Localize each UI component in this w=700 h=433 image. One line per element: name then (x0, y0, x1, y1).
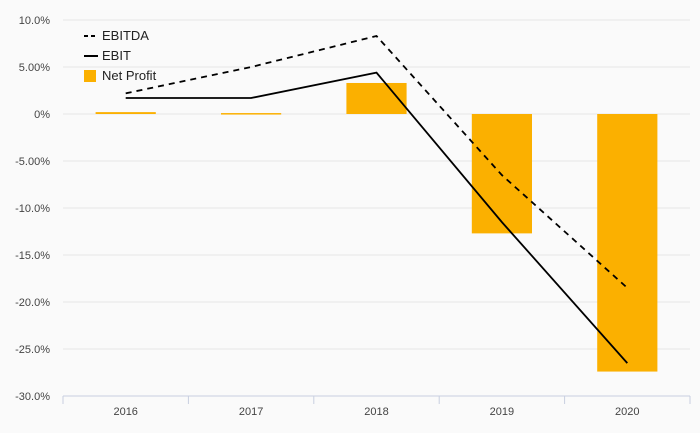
line-ebit (125, 71, 628, 364)
y-tick-label: -15.0% (15, 250, 50, 262)
y-tick-label: -25.0% (15, 344, 50, 356)
x-axis: 2016 2017 2018 2019 2020 (62, 395, 691, 418)
legend-label: Net Profit (102, 68, 157, 83)
grid-lines (63, 19, 690, 397)
legend-swatch-net-profit (84, 70, 96, 82)
y-tick-label: 0% (34, 109, 50, 121)
y-tick-label: 10.0% (19, 15, 50, 27)
lines-group (125, 34, 628, 364)
y-axis: 10.0% 5.00% 0% -5.00% -10.0% -15.0% -20.0% -25.… (15, 15, 50, 403)
bar-net-profit-2019 (471, 114, 532, 234)
x-tick-label: 2017 (239, 406, 263, 418)
bar-net-profit-2020 (597, 114, 658, 372)
legend-label: EBIT (102, 48, 131, 63)
legend: EBITDA EBIT Net Profit (84, 28, 157, 83)
bar-net-profit-2018 (346, 82, 407, 114)
y-tick-label: -10.0% (15, 203, 50, 215)
bar-net-profit-2016 (95, 112, 156, 114)
x-tick-label: 2020 (615, 406, 639, 418)
x-tick-label: 2018 (364, 406, 388, 418)
bar-net-profit-2017 (221, 113, 282, 115)
x-tick-label: 2016 (113, 406, 137, 418)
line-ebitda (125, 34, 628, 289)
y-tick-label: 5.00% (19, 62, 50, 74)
x-tick-label: 2019 (490, 406, 514, 418)
y-tick-label: -5.00% (15, 156, 50, 168)
y-tick-label: -20.0% (15, 297, 50, 309)
legend-label: EBITDA (102, 28, 149, 43)
y-tick-label: -30.0% (15, 391, 50, 403)
bars-net-profit (95, 82, 658, 372)
